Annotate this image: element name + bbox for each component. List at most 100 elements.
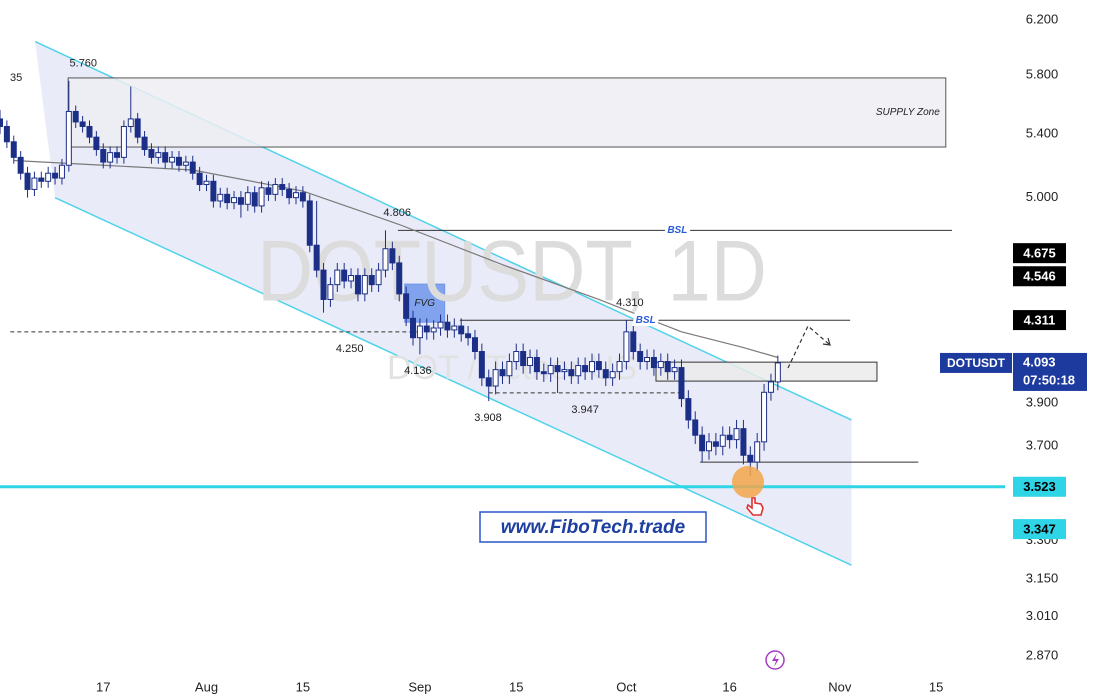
candle-body — [244, 192, 251, 205]
alert-icon[interactable] — [765, 650, 785, 670]
price-badge — [1013, 310, 1066, 331]
y-tick-label: 5.000 — [1026, 189, 1059, 204]
candle-body — [306, 200, 313, 246]
candle-body — [396, 262, 403, 295]
price-annotation: 4.310 — [616, 297, 644, 309]
y-tick-label: 5.400 — [1026, 126, 1059, 141]
candle-body — [299, 192, 306, 202]
y-tick-label: 3.700 — [1026, 438, 1059, 453]
candle-body — [196, 172, 203, 186]
x-tick-label: Nov — [828, 679, 852, 694]
candle-body — [568, 369, 575, 377]
candle-body — [650, 357, 657, 369]
alert-bolt — [772, 653, 779, 667]
candle-body — [726, 434, 733, 441]
zone — [67, 77, 947, 148]
candle-body — [630, 331, 637, 353]
candle-body — [699, 434, 706, 452]
candle-body — [114, 152, 121, 158]
candle-body — [588, 361, 595, 373]
countdown: 07:50:18 — [1023, 372, 1075, 387]
price-annotation: 3.947 — [571, 404, 599, 416]
candle-body — [258, 187, 265, 207]
candle-body — [582, 365, 589, 373]
candle-body — [354, 275, 361, 295]
candle-body — [3, 125, 10, 143]
candle-body — [79, 121, 86, 127]
candle-body — [265, 187, 272, 195]
candle-body — [458, 325, 465, 335]
candle-body — [361, 275, 368, 295]
price-badge-label: 4.546 — [1023, 269, 1056, 284]
candle-body — [348, 275, 355, 282]
candle-body — [506, 361, 513, 377]
x-tick-label: 15 — [296, 679, 310, 694]
candle-body — [575, 365, 582, 377]
candle-body — [410, 317, 417, 339]
candle-body — [719, 434, 726, 447]
candle-body — [38, 177, 45, 182]
candle-body — [375, 269, 382, 286]
candle-body — [533, 357, 540, 373]
candle-body — [644, 357, 651, 363]
x-tick-label: Sep — [408, 679, 431, 694]
price-annotation: 4.806 — [383, 207, 411, 219]
symbol-label: DOTUSDT — [947, 356, 1006, 370]
projection-arrowhead — [822, 337, 831, 346]
candle-body — [485, 377, 492, 387]
candle-body — [389, 248, 396, 264]
level-label: BSL — [667, 225, 687, 236]
candle-body — [430, 327, 437, 333]
highlight-circle — [732, 466, 764, 498]
candle-body — [210, 180, 217, 202]
last-price-label: 4.093 — [1023, 354, 1056, 369]
candle-body — [368, 275, 375, 286]
candle-body — [740, 428, 747, 456]
candle-body — [382, 248, 389, 271]
candle-body — [334, 269, 341, 286]
candle-body — [341, 269, 348, 282]
watermark: DOTUSDT, 1D — [257, 224, 767, 320]
candle-body — [162, 152, 169, 163]
candle-body — [31, 177, 38, 190]
candle-body — [706, 441, 713, 452]
candle-body — [616, 361, 623, 373]
x-tick-label: 15 — [929, 679, 943, 694]
level-label: BSL — [636, 315, 656, 326]
moving-average — [13, 159, 779, 359]
price-badge — [1013, 476, 1066, 497]
price-annotation: 5.760 — [70, 58, 98, 70]
back-layer — [34, 40, 947, 566]
channel-line — [54, 196, 852, 566]
price-badge-label: 4.311 — [1024, 313, 1056, 328]
candle-body — [169, 156, 176, 163]
x-tick-label: Aug — [195, 679, 218, 694]
candle-body — [692, 419, 699, 436]
candle-body — [189, 161, 196, 174]
candle-body — [45, 172, 52, 182]
candle-body — [451, 325, 458, 331]
mid-layer — [0, 80, 952, 476]
price-badge — [1013, 266, 1066, 287]
x-tick-label: 15 — [509, 679, 523, 694]
price-annotation: 4.250 — [336, 343, 364, 355]
front-layer: SUPPLY Zone FVG BSL BSL 5.760 4.806 4.310 4.250… — [0, 58, 1005, 489]
axis-layer: 6.2005.8005.4005.0003.9003.7003.3003.150… — [96, 11, 1087, 694]
candle-body — [403, 293, 410, 319]
candle-body — [609, 371, 616, 379]
candle-body — [141, 136, 148, 151]
zone-label: FVG — [414, 298, 435, 309]
x-tick-label: 16 — [722, 679, 736, 694]
candle-body — [279, 184, 286, 190]
price-badge-label: 4.675 — [1023, 246, 1056, 261]
candle-body — [17, 156, 24, 174]
candle-body — [437, 321, 444, 329]
candle-body — [540, 371, 547, 375]
candle-body — [685, 398, 692, 421]
candle-body — [520, 351, 527, 367]
price-badge — [1013, 243, 1066, 264]
candle-body — [313, 244, 320, 271]
candle-body — [272, 184, 279, 195]
price-badge-label: 3.347 — [1023, 522, 1056, 537]
